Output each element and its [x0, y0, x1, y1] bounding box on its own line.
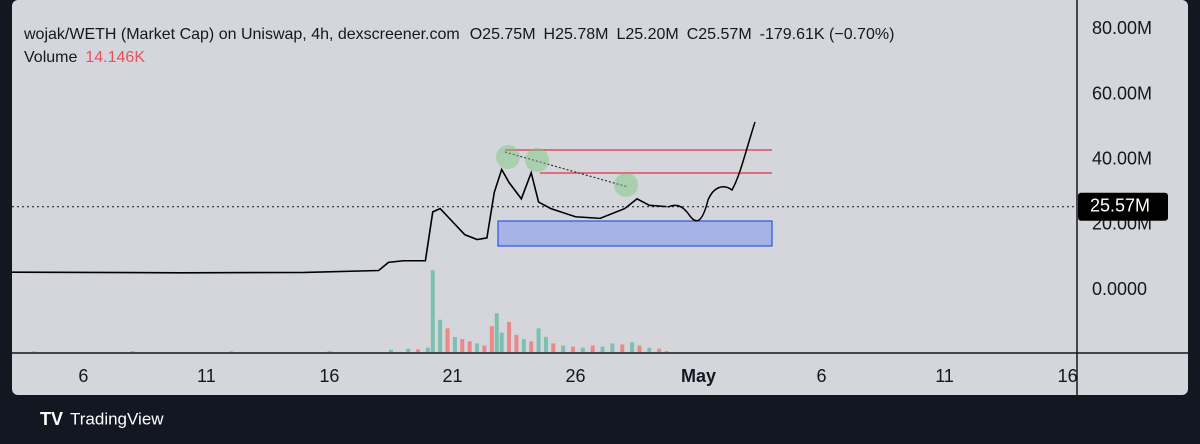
volume-bar	[657, 348, 662, 352]
x-tick-label: 26	[565, 366, 585, 386]
volume-bar	[499, 332, 504, 352]
x-tick-label: 16	[319, 366, 339, 386]
volume-bar	[610, 343, 615, 352]
last-price-label: 25.57M	[1090, 195, 1150, 215]
highlight	[525, 148, 549, 172]
volume-bar	[494, 313, 499, 352]
volume-bar	[561, 345, 566, 352]
volume-bar	[507, 321, 512, 352]
price-line	[11, 167, 667, 274]
x-tick-label: 6	[817, 366, 827, 386]
volume-bar	[580, 347, 585, 352]
trend-line	[504, 151, 629, 188]
y-tick-label: 60.00M	[1092, 83, 1152, 103]
volume-bar	[130, 351, 135, 352]
x-tick-label: 6	[78, 366, 88, 386]
support-zone	[497, 220, 773, 247]
volume-bar	[630, 342, 635, 352]
volume-bar	[647, 347, 652, 352]
volume-bar	[467, 341, 472, 352]
brand: TradingView	[70, 409, 164, 428]
volume-header: Volume 14.146K	[24, 49, 145, 66]
volume-bar	[445, 328, 450, 352]
volume-bar	[416, 349, 421, 352]
volume-bar	[551, 343, 556, 352]
volume-bar	[482, 345, 487, 352]
volume-bar	[529, 341, 534, 352]
x-tick-label: 21	[442, 366, 462, 386]
volume-bar	[327, 351, 332, 352]
volume-bar	[32, 351, 37, 352]
last-price-box	[1078, 192, 1168, 221]
projection	[667, 121, 756, 222]
volume-bar	[388, 349, 393, 352]
header: wojak/WETH (Market Cap) on Uniswap, 4h, …	[23, 26, 894, 43]
volume-bar	[228, 351, 233, 352]
volume-bar	[543, 336, 548, 352]
volume-bar	[536, 328, 541, 352]
x-tick-label: 16	[1058, 366, 1078, 386]
volume-bar	[664, 351, 669, 352]
y-tick-label: 40.00M	[1092, 148, 1152, 168]
x-tick-label: 11	[935, 366, 954, 386]
volume-bar	[571, 346, 576, 352]
panel	[12, 0, 1188, 395]
volume-bar	[452, 336, 457, 352]
volume-bar	[406, 348, 411, 352]
volume-bar	[430, 270, 435, 352]
x-tick-label: May	[681, 366, 716, 386]
y-tick-label: 80.00M	[1092, 18, 1152, 38]
volume-bar	[438, 319, 443, 352]
volume-bar	[600, 346, 605, 352]
brand-logo: TV	[40, 409, 63, 429]
drawings	[496, 121, 773, 247]
highlight	[496, 145, 520, 169]
volume-bar	[590, 345, 595, 352]
volume-bar	[489, 326, 494, 352]
highlight	[614, 173, 638, 197]
volume-bar	[475, 343, 480, 352]
volume-bar	[514, 334, 519, 352]
volume-bar	[460, 339, 465, 352]
volume-bar	[620, 344, 625, 352]
x-tick-label: 11	[197, 366, 216, 386]
volume-bar	[425, 347, 430, 352]
y-tick-label: 0.0000	[1092, 279, 1147, 299]
volume-bar	[637, 345, 642, 352]
volume-bar	[521, 339, 526, 352]
